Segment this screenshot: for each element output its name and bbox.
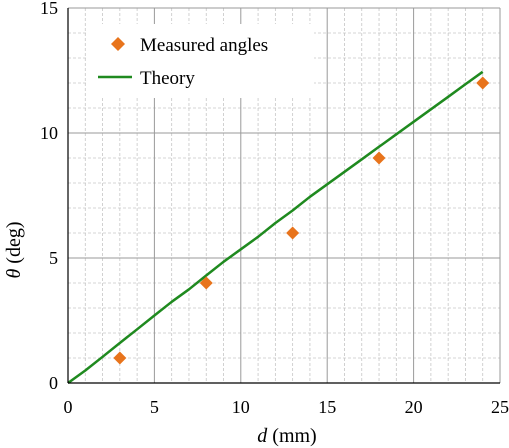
- legend-label-measured-angles: Measured angles: [140, 35, 268, 56]
- y-tick-label: 5: [49, 248, 58, 268]
- x-axis-symbol: d: [257, 425, 268, 447]
- x-tick-label: 25: [491, 397, 509, 417]
- legend-marker-measured-angles: [111, 37, 125, 51]
- x-tick-label: 10: [232, 397, 250, 417]
- measured-angle-point: [476, 76, 490, 90]
- y-tick-label: 10: [40, 123, 58, 143]
- axes: [67, 8, 500, 384]
- x-axis-label: d (mm): [257, 425, 316, 447]
- legend: Measured angles Theory: [86, 24, 314, 98]
- x-axis-unit: (mm): [272, 425, 316, 447]
- plot-series: [67, 70, 490, 385]
- measured-angle-point: [372, 151, 386, 165]
- y-tick-label: 15: [40, 0, 58, 18]
- theory-line: [67, 70, 484, 385]
- x-tick-label: 5: [150, 397, 159, 417]
- x-tick-label: 15: [318, 397, 336, 417]
- y-tick-label: 0: [49, 373, 58, 393]
- measured-angle-point: [113, 351, 127, 365]
- x-tick-label: 20: [405, 397, 423, 417]
- measured-angle-point: [199, 276, 213, 290]
- legend-box: [86, 24, 314, 98]
- tick-labels: 0 5 10 15 20 25 0 5 10 15: [40, 0, 509, 417]
- y-axis-symbol: θ: [3, 269, 25, 279]
- x-tick-label: 0: [64, 397, 73, 417]
- measured-angle-point: [286, 226, 300, 240]
- y-axis-unit: (deg): [3, 221, 25, 263]
- legend-label-theory: Theory: [140, 68, 195, 89]
- y-axis-label: θ (deg): [3, 221, 25, 278]
